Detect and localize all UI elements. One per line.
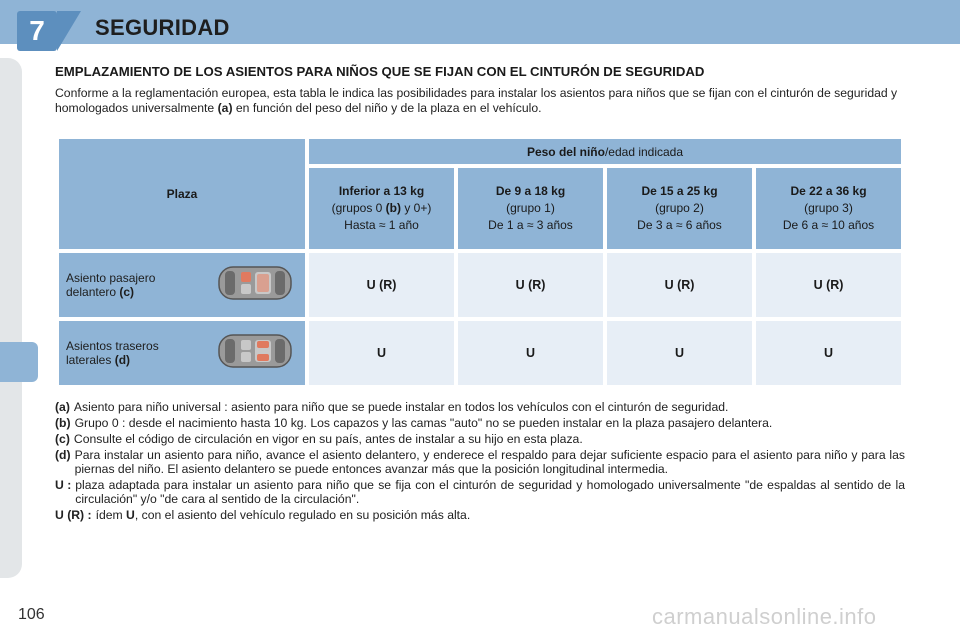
chapter-title: SEGURIDAD — [95, 15, 230, 40]
value-cell: U (R) — [309, 253, 454, 317]
value-cell: U — [458, 321, 603, 385]
value-cell: U (R) — [458, 253, 603, 317]
group-header-0: Inferior a 13 kg (grupos 0 (b) y 0+) Hasta… — [309, 168, 454, 249]
side-tab — [0, 58, 22, 578]
footnote-d: (d) Para instalar un asiento para niño, a… — [55, 448, 905, 476]
car-front-seat-icon — [218, 266, 292, 300]
footnotes: (a) Asiento para niño universal : asiento… — [55, 400, 905, 524]
section-title: EMPLAZAMIENTO DE LOS ASIENTOS PARA NIÑOS… — [55, 64, 705, 79]
watermark: carmanualsonline.info — [652, 604, 877, 629]
page-number: 106 — [18, 606, 45, 623]
group-header-3: De 22 a 36 kg (grupo 3) De 6 a ≈ 10 años — [756, 168, 901, 249]
header-bar — [0, 0, 960, 44]
row-rear-outer: Asientos traseros laterales (d) — [59, 321, 305, 385]
group-header-2: De 15 a 25 kg (grupo 2) De 3 a ≈ 6 años — [607, 168, 752, 249]
footnote-ur: U (R) : ídem U, con el asiento del vehícu… — [55, 508, 471, 522]
peso-header: Peso del niño/edad indicada — [309, 139, 901, 165]
footnote-c: (c) Consulte el código de circulación en … — [55, 432, 583, 446]
value-cell: U — [309, 321, 454, 385]
value-cell: U (R) — [756, 253, 901, 317]
car-rear-seats-icon — [218, 334, 292, 368]
footnote-u: U : plaza adaptada para instalar un asien… — [55, 478, 905, 506]
intro-paragraph: Conforme a la reglamentación europea, es… — [55, 86, 898, 115]
value-cell: U (R) — [607, 253, 752, 317]
footnote-a: (a) Asiento para niño universal : asiento… — [55, 400, 729, 414]
row-label: Asiento pasajero delantero (c) — [66, 271, 156, 299]
value-cell: U — [756, 321, 901, 385]
child-seat-table: Plaza Peso del niño/edad indicada Inferi… — [55, 135, 905, 389]
row-label: Asientos traseros laterales (d) — [66, 339, 159, 367]
chapter-number: 7 — [17, 11, 81, 51]
row-front-passenger: Asiento pasajero delantero (c) — [59, 253, 305, 317]
group-header-1: De 9 a 18 kg (grupo 1) De 1 a ≈ 3 años — [458, 168, 603, 249]
value-cell: U — [607, 321, 752, 385]
plaza-header: Plaza — [59, 139, 305, 249]
side-tab-marker — [0, 342, 38, 382]
footnote-b: (b) Grupo 0 : desde el nacimiento hasta 1… — [55, 416, 773, 430]
